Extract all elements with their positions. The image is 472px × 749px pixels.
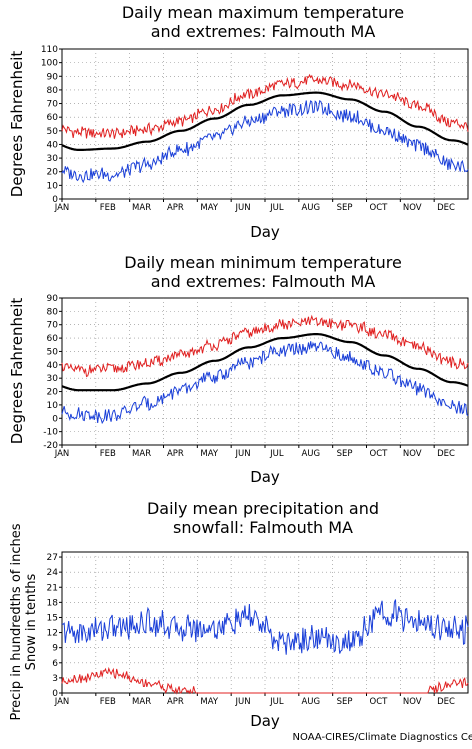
x-tick-label: MAR: [132, 449, 151, 459]
chart-title-line: and extremes: Falmouth MA: [151, 22, 376, 41]
y-tick-label: 40: [47, 361, 59, 371]
x-tick-label: JUN: [235, 697, 251, 707]
y-tick-label: 15: [47, 613, 58, 623]
series-line-snow: [61, 666, 469, 695]
x-axis-label: Day: [250, 468, 280, 486]
y-tick-label: 6: [52, 659, 58, 669]
precip-chart: Daily mean precipitation and snowfall: Fa…: [0, 490, 472, 745]
y-tick-label: 40: [47, 140, 59, 150]
x-tick-label: SEP: [337, 449, 353, 459]
x-tick-label: DEC: [437, 203, 455, 213]
x-tick-label: DEC: [437, 697, 455, 707]
x-tick-label: JUN: [235, 449, 251, 459]
y-tick-label: 24: [47, 568, 59, 578]
x-tick-label: JUL: [269, 449, 284, 459]
x-tick-label: FEB: [100, 203, 116, 213]
y-tick-label: 60: [47, 334, 59, 344]
x-tick-label: OCT: [370, 697, 389, 707]
x-tick-label: DEC: [437, 449, 455, 459]
y-tick-label: 70: [47, 100, 59, 110]
x-tick-label: MAY: [200, 449, 218, 459]
x-tick-label: APR: [167, 697, 184, 707]
chart-title-line: snowfall: Falmouth MA: [173, 518, 353, 537]
x-tick-label: JUL: [269, 697, 284, 707]
x-tick-label: NOV: [403, 449, 422, 459]
y-tick-label: 90: [47, 72, 59, 82]
x-axis-label: Day: [250, 712, 280, 730]
x-tick-label: MAY: [200, 203, 218, 213]
x-tick-label: SEP: [337, 697, 353, 707]
y-tick-label: 30: [47, 154, 59, 164]
series-line-mean: [61, 91, 469, 151]
x-tick-label: AUG: [301, 203, 320, 213]
series-line-precip: [61, 599, 469, 655]
credit-text: NOAA-CIRES/Climate Diagnostics Ce: [292, 732, 472, 743]
y-tick-label: -10: [43, 428, 58, 438]
y-tick-label: 110: [41, 45, 58, 55]
y-tick-label: 50: [47, 127, 59, 137]
series-line-mean: [61, 332, 469, 392]
y-axis-label: Degrees Fahrenheit: [8, 298, 26, 445]
y-tick-label: 10: [47, 401, 59, 411]
x-tick-label: SEP: [337, 203, 353, 213]
y-tick-label: 80: [47, 86, 59, 96]
max-temp-chart: Daily mean maximum temperature and extrem…: [0, 0, 472, 245]
y-tick-label: 80: [47, 307, 59, 317]
y-tick-label: 0: [52, 689, 58, 699]
y-tick-label: 90: [47, 294, 59, 304]
y-axis-label: Snow in tenths: [24, 573, 39, 670]
chart-title-line: Daily mean maximum temperature: [122, 3, 404, 22]
x-tick-label: JUN: [235, 203, 251, 213]
y-tick-label: 27: [47, 553, 58, 563]
y-tick-label: -20: [43, 441, 58, 451]
y-tick-label: 100: [41, 59, 58, 69]
x-tick-label: FEB: [100, 697, 116, 707]
x-tick-label: NOV: [403, 203, 422, 213]
chart-title-line: Daily mean minimum temperature: [124, 253, 402, 272]
x-tick-label: MAR: [132, 697, 151, 707]
y-tick-label: 20: [47, 168, 59, 178]
series-line-lower: [61, 341, 469, 425]
x-tick-label: JAN: [54, 203, 70, 213]
series-line-upper: [61, 73, 469, 139]
x-tick-label: APR: [167, 203, 184, 213]
x-tick-label: JAN: [54, 697, 70, 707]
y-tick-label: 0: [52, 195, 58, 205]
y-tick-label: 21: [47, 583, 58, 593]
x-tick-label: APR: [167, 449, 184, 459]
x-tick-label: OCT: [370, 449, 389, 459]
chart-title-line: and extremes: Falmouth MA: [151, 272, 376, 291]
y-tick-label: 18: [47, 598, 59, 608]
x-tick-label: JUL: [269, 203, 284, 213]
x-tick-label: AUG: [301, 697, 320, 707]
x-axis-label: Day: [250, 223, 280, 241]
y-tick-label: 60: [47, 113, 59, 123]
x-tick-label: AUG: [301, 449, 320, 459]
x-tick-label: MAR: [132, 203, 151, 213]
x-tick-label: MAY: [200, 697, 218, 707]
y-axis-label: Precip in hundredths of inches: [9, 523, 24, 720]
x-tick-label: OCT: [370, 203, 389, 213]
y-tick-label: 10: [47, 181, 59, 191]
y-tick-label: 12: [47, 629, 58, 639]
series-line-upper: [61, 314, 469, 378]
y-tick-label: 20: [47, 388, 59, 398]
y-tick-label: 50: [47, 347, 59, 357]
y-tick-label: 30: [47, 374, 59, 384]
y-tick-label: 0: [52, 414, 58, 424]
y-tick-label: 3: [52, 674, 58, 684]
chart-title-line: Daily mean precipitation and: [147, 499, 379, 518]
x-tick-label: FEB: [100, 449, 116, 459]
y-tick-label: 70: [47, 321, 59, 331]
series-line-lower: [61, 99, 469, 184]
y-axis-label: Degrees Fahrenheit: [8, 51, 26, 198]
x-tick-label: NOV: [403, 697, 422, 707]
y-tick-label: 9: [52, 644, 58, 654]
min-temp-chart: Daily mean minimum temperature and extrem…: [0, 245, 472, 490]
x-tick-label: JAN: [54, 449, 70, 459]
